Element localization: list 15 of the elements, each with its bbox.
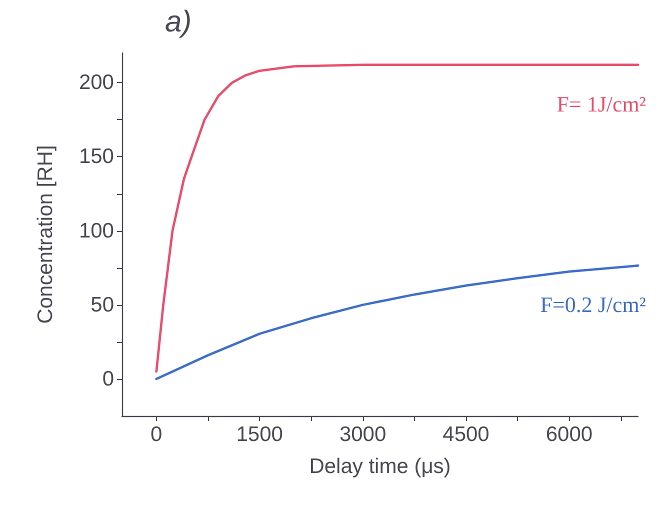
y-tick-label: 50 — [90, 293, 114, 316]
x-tick-label: 6000 — [546, 423, 593, 446]
y-axis-title: Concentration [RH] — [34, 145, 57, 324]
y-tick-label: 100 — [78, 219, 114, 242]
series-label: F= 1J/cm² — [556, 91, 646, 116]
x-tick-label: 1500 — [236, 423, 283, 446]
x-tick-label: 3000 — [339, 423, 386, 446]
x-axis-title: Delay time (μs) — [309, 455, 451, 478]
y-tick-label: 200 — [78, 71, 114, 94]
chart-title: a) — [165, 6, 192, 38]
y-tick-label: 0 — [102, 367, 114, 390]
y-tick-label: 150 — [78, 145, 114, 168]
series-label: F=0.2 J/cm² — [540, 292, 646, 318]
x-tick-label: 4500 — [442, 423, 490, 446]
x-tick-label: 0 — [150, 423, 162, 446]
